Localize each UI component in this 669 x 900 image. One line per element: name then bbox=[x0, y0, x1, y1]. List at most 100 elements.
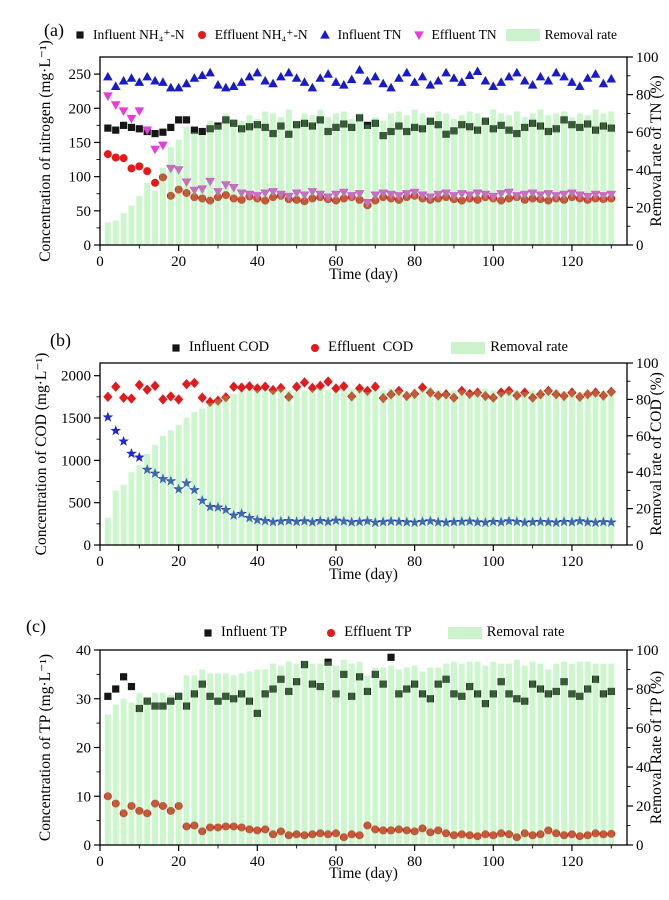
data-point bbox=[473, 832, 482, 841]
data-point bbox=[213, 80, 223, 89]
data-point bbox=[112, 685, 120, 693]
removal-rate-bar bbox=[167, 147, 174, 245]
removal-rate-bar bbox=[561, 392, 568, 545]
data-point bbox=[299, 77, 310, 86]
data-point bbox=[473, 690, 482, 698]
removal-rate-bar bbox=[451, 119, 457, 245]
data-point bbox=[346, 192, 357, 201]
legend-label: Influent TP bbox=[221, 624, 288, 640]
data-point bbox=[237, 690, 246, 698]
y-tick-label: 200 bbox=[69, 101, 92, 117]
data-point bbox=[151, 178, 160, 187]
removal-rate-bar bbox=[325, 390, 332, 545]
data-point bbox=[605, 516, 617, 527]
data-point bbox=[480, 516, 491, 528]
data-point bbox=[496, 77, 506, 86]
y2-tick-label: 20 bbox=[636, 799, 651, 815]
removal-rate-bar bbox=[215, 399, 221, 545]
data-point bbox=[457, 190, 467, 199]
data-point bbox=[150, 380, 160, 392]
panel-label-a: (a) bbox=[44, 20, 64, 40]
data-point bbox=[283, 515, 295, 526]
y-tick-label: 100 bbox=[69, 170, 92, 186]
legend-panel-a: Influent NH₄⁺-N Effluent NH₄⁺-N Influent T… bbox=[72, 27, 617, 43]
data-point bbox=[292, 195, 301, 204]
data-point bbox=[260, 75, 270, 85]
removal-rate-bar bbox=[191, 412, 198, 545]
data-point bbox=[159, 128, 167, 136]
data-point bbox=[307, 188, 318, 197]
removal-rate-bar bbox=[608, 111, 615, 246]
data-point bbox=[165, 164, 176, 174]
data-point bbox=[495, 516, 507, 527]
data-point bbox=[488, 392, 498, 403]
axes: 0 20 40 60 80 100 120 0 50 100 150 200 250 0 20 40 60 80 1… bbox=[69, 50, 659, 270]
data-point bbox=[190, 126, 198, 134]
removal-rate-bar bbox=[333, 113, 339, 246]
x-tick-label: 20 bbox=[171, 254, 186, 270]
removal-rate-bar bbox=[388, 388, 394, 545]
removal-rate-bar bbox=[120, 213, 127, 245]
data-point bbox=[102, 411, 114, 422]
data-point bbox=[489, 690, 497, 698]
data-point bbox=[150, 75, 160, 85]
data-point bbox=[567, 387, 577, 398]
removal-rate-bar bbox=[238, 673, 245, 845]
data-point bbox=[496, 190, 506, 199]
data-point bbox=[332, 690, 340, 698]
y-tick-label: 0 bbox=[84, 538, 92, 554]
legend-label: Effluent TN bbox=[431, 27, 497, 42]
removal-rate-bar bbox=[348, 388, 355, 545]
y2-tick-label: 40 bbox=[636, 760, 651, 776]
removal-rate-bar bbox=[136, 196, 143, 245]
data-point bbox=[221, 191, 230, 200]
data-point bbox=[244, 71, 255, 81]
removal-rate-bar bbox=[167, 694, 174, 845]
data-point bbox=[307, 382, 317, 394]
removal-rate-bar bbox=[561, 111, 568, 246]
data-point bbox=[314, 515, 326, 526]
removal-rate-bar bbox=[230, 393, 237, 545]
data-point bbox=[104, 692, 112, 700]
legend-label: Removal rate bbox=[490, 339, 568, 355]
data-point bbox=[529, 119, 537, 127]
data-point bbox=[182, 116, 191, 124]
removal-rate-bar bbox=[293, 392, 300, 545]
data-point bbox=[535, 191, 546, 201]
data-point bbox=[149, 467, 161, 478]
removal-rate-bar bbox=[561, 661, 568, 845]
data-point bbox=[111, 153, 120, 162]
series-influent-tp bbox=[104, 653, 615, 717]
data-point bbox=[441, 389, 451, 400]
data-point bbox=[119, 154, 128, 163]
data-point bbox=[173, 82, 184, 92]
y2-tick-label: 100 bbox=[636, 643, 659, 659]
x-tick-label: 120 bbox=[561, 854, 584, 870]
removal-rate-bar bbox=[207, 120, 214, 245]
removal-rate-bar bbox=[537, 663, 544, 845]
data-point bbox=[481, 700, 490, 708]
data-point bbox=[448, 516, 460, 527]
data-point bbox=[535, 516, 546, 527]
data-point bbox=[135, 704, 143, 713]
circle-marker-icon bbox=[311, 343, 320, 352]
data-point bbox=[220, 504, 232, 515]
y2-tick-label: 40 bbox=[636, 163, 651, 179]
removal-rate-bar bbox=[246, 671, 253, 845]
removal-rate-bar bbox=[254, 390, 261, 545]
data-point bbox=[291, 516, 302, 527]
data-point bbox=[354, 64, 365, 74]
data-point bbox=[560, 195, 569, 204]
data-point bbox=[340, 670, 348, 678]
legend-item-effluent-tn: Effluent TN bbox=[411, 27, 497, 43]
data-point bbox=[434, 121, 442, 129]
series-effluent-cod bbox=[102, 411, 617, 528]
y-axis-label: Concentration of nitrogen (mg·L⁻¹) bbox=[37, 40, 54, 262]
data-point bbox=[551, 67, 562, 77]
removal-rate-bar bbox=[183, 417, 190, 545]
removal-rate-bar bbox=[490, 109, 497, 245]
data-point bbox=[520, 387, 530, 398]
removal-rate-bar bbox=[262, 392, 269, 545]
y2-axis-label: Removal rate of COD (%) bbox=[648, 372, 665, 536]
removal-rate-bar bbox=[529, 661, 536, 845]
